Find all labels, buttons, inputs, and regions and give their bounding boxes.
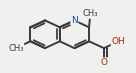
Text: N: N: [71, 16, 78, 25]
Text: CH₃: CH₃: [8, 44, 24, 53]
Text: OH: OH: [112, 37, 125, 46]
Text: CH₃: CH₃: [83, 9, 98, 18]
Text: O: O: [101, 58, 107, 67]
